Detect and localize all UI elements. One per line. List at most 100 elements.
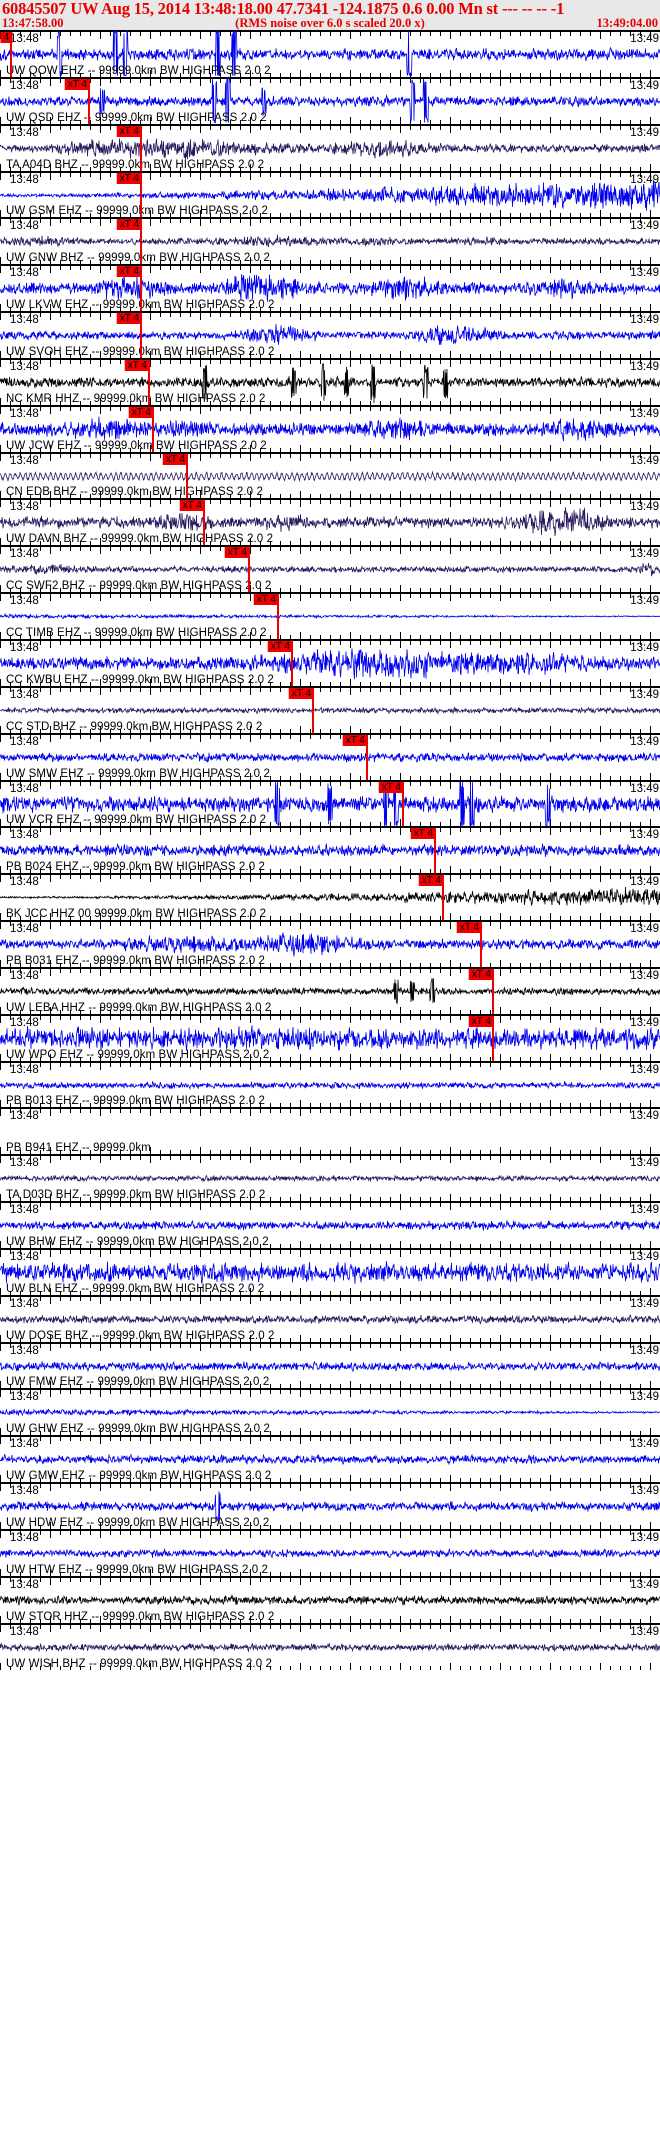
trace-row[interactable]: 13:48 13:49 UW WISH BHZ -- 99999.0km BW HI… <box>0 1622 660 1670</box>
phase-marker-label[interactable]: xT 4 <box>253 594 279 606</box>
trace-row[interactable]: 13:48 13:49 CC SWF2 BHZ -- 99999.0km BW HI… <box>0 545 660 593</box>
trace-row[interactable]: 13:48 13:49 UW LEBA HHZ -- 99999.0km BW HI… <box>0 966 660 1014</box>
tick-minor <box>510 1437 511 1442</box>
tick-major <box>350 1381 351 1389</box>
trace-row[interactable]: 13:48 13:49 UW QSD EHZ -- 99999.0km BW HIG… <box>0 76 660 124</box>
tick-minor <box>110 1343 111 1348</box>
trace-row[interactable]: 13:48 13:49 UW BHW EHZ -- 99999.0km BW HIG… <box>0 1201 660 1248</box>
phase-marker-line[interactable] <box>291 640 293 686</box>
trace-row[interactable]: 13:48 13:49 UW JCW EHZ -- 99999.0km BW HIG… <box>0 404 660 452</box>
phase-marker-label[interactable]: xT 4 <box>116 125 142 137</box>
phase-marker-line[interactable] <box>148 359 150 405</box>
phase-marker-label[interactable]: xT 4 <box>116 219 142 231</box>
phase-marker-label[interactable]: xT 4 <box>224 547 250 559</box>
phase-marker-line[interactable] <box>402 781 404 827</box>
tick-major <box>300 1381 301 1389</box>
phase-marker-label[interactable]: xT 4 <box>378 781 404 793</box>
phase-marker-line[interactable] <box>152 406 154 452</box>
trace-row[interactable]: 13:48 13:49 PB B031 EHZ -- 99999.0km BW HI… <box>0 920 660 967</box>
trace-row[interactable]: 13:48 13:49 CC KWBU EHZ -- 99999.0km BW HI… <box>0 638 660 686</box>
tick-major <box>300 913 301 921</box>
tick-minor <box>210 1577 211 1582</box>
phase-marker-line[interactable] <box>492 968 494 1014</box>
trace-row[interactable]: 13:48 13:49 TA A04D BHZ -- 99999.0km BW HI… <box>0 123 660 171</box>
phase-marker-line[interactable] <box>140 313 142 358</box>
trace-row[interactable]: 13:48 13:49 CC TIMB EHZ -- 99999.0km BW HI… <box>0 592 660 639</box>
phase-marker-line[interactable] <box>186 453 188 499</box>
phase-marker-label[interactable]: xT 4 <box>116 266 142 278</box>
tick-minor <box>520 1531 521 1535</box>
trace-row[interactable]: 13:48 13:49 UW WPO EHZ -- 99999.0km BW HIG… <box>0 1013 660 1061</box>
phase-marker-label[interactable]: xT 4 <box>124 359 150 371</box>
phase-marker-line[interactable] <box>10 32 12 77</box>
trace-row[interactable]: 13:48 13:49 CN EDB BHZ -- 99999.0km BW HIG… <box>0 451 660 499</box>
phase-marker-label[interactable]: xT 4 <box>267 640 293 652</box>
trace-row[interactable]: 13:48 13:49 UW SMW EHZ -- 99999.0km BW HIG… <box>0 732 660 780</box>
phase-marker-label[interactable]: xT 4 <box>342 734 368 746</box>
tick-minor <box>580 1015 581 1020</box>
phase-marker-label[interactable]: xT 4 <box>456 922 482 934</box>
trace-row[interactable]: 13:48 13:49 UW DAVN BHZ -- 99999.0km BW HI… <box>0 498 660 546</box>
phase-marker-line[interactable] <box>312 687 314 733</box>
phase-marker-label[interactable]: 4 <box>0 32 12 43</box>
trace-row[interactable]: 13:48 13:49 UW GNW BHZ -- 99999.0km BW HIG… <box>0 217 660 265</box>
phase-marker-line[interactable] <box>277 594 279 639</box>
trace-row[interactable]: 13:48 13:49 UW GSM EHZ -- 99999.0km BW HIG… <box>0 170 660 218</box>
trace-row[interactable]: 13:48 13:49 UW DOSE BHZ -- 99999.0km BW HI… <box>0 1294 660 1342</box>
tick-minor <box>340 687 341 692</box>
trace-row[interactable]: 13:48 13:49 BK JCC HHZ 00 99999.0km BW HIG… <box>0 873 660 921</box>
phase-marker-line[interactable] <box>203 500 205 546</box>
phase-marker-line[interactable] <box>248 547 250 593</box>
trace-row[interactable]: 13:48 13:49 NC KMR HHZ -- 99999.0km BW HIG… <box>0 357 660 405</box>
trace-row[interactable]: 13:48 13:49 UW HDW EHZ -- 99999.0km BW HIG… <box>0 1482 660 1529</box>
tick-major <box>300 866 301 874</box>
phase-marker-label[interactable]: xT 4 <box>116 172 142 184</box>
phase-marker-label[interactable]: xT 4 <box>468 1015 494 1027</box>
time-axis-ticks <box>0 1577 660 1585</box>
trace-row[interactable]: 13:48 13:49 UW BLN EHZ -- 99999.0km BW HIG… <box>0 1247 660 1295</box>
phase-marker-line[interactable] <box>140 266 142 312</box>
phase-marker-label[interactable]: xT 4 <box>179 500 205 512</box>
trace-row[interactable]: 13:48 13:49 PB B941 EHZ -- 99999.0km <box>0 1107 660 1155</box>
phase-marker-line[interactable] <box>480 922 482 967</box>
tick-minor <box>240 453 241 458</box>
phase-marker-line[interactable] <box>140 172 142 218</box>
phase-marker-line[interactable] <box>140 219 142 265</box>
trace-row[interactable]: 13:48 13:49 UW VCR EHZ -- 99999.0km BW HIG… <box>0 779 660 827</box>
trace-row[interactable]: 13:48 13:49 PB B024 EHZ -- 99999.0km BW HI… <box>0 826 660 874</box>
trace-row[interactable]: 13:48 13:49 UW QOW EHZ -- 99999.0km BW HIG… <box>0 30 660 77</box>
phase-marker-label[interactable]: xT 4 <box>288 687 314 699</box>
phase-marker-label[interactable]: xT 4 <box>410 828 436 840</box>
phase-marker-line[interactable] <box>366 734 368 780</box>
phase-marker-label[interactable]: xT 4 <box>468 968 494 980</box>
trace-row[interactable]: 13:48 13:49 UW GHW EHZ -- 99999.0km BW HIG… <box>0 1388 660 1436</box>
phase-marker-label[interactable]: xT 4 <box>116 313 142 325</box>
tick-major <box>450 500 451 508</box>
tick-major <box>250 266 251 274</box>
trace-row[interactable]: 13:48 13:49 UW SVOH EHZ -- 99999.0km BW HI… <box>0 311 660 358</box>
phase-marker-line[interactable] <box>434 828 436 874</box>
trace-row[interactable]: 13:48 13:49 UW STOR HHZ -- 99999.0km BW HI… <box>0 1575 660 1623</box>
trace-row[interactable]: 13:48 13:49 UW GMW EHZ -- 99999.0km BW HIG… <box>0 1435 660 1483</box>
tick-minor <box>420 32 421 36</box>
trace-row[interactable]: 13:48 13:49 TA D03D BHZ -- 99999.0km BW HI… <box>0 1154 660 1202</box>
phase-marker-label[interactable]: xT 4 <box>162 453 188 465</box>
tick-major <box>600 828 601 836</box>
trace-row[interactable]: 13:48 13:49 UW HTW EHZ -- 99999.0km BW HIG… <box>0 1529 660 1576</box>
phase-marker-line[interactable] <box>88 78 90 124</box>
tick-minor <box>390 687 391 692</box>
trace-row[interactable]: 13:48 13:49 UW LKVW EHZ -- 99999.0km BW HI… <box>0 264 660 312</box>
tick-major <box>500 172 501 180</box>
phase-marker-line[interactable] <box>140 125 142 171</box>
phase-marker-line[interactable] <box>492 1015 494 1061</box>
phase-marker-label[interactable]: xT 4 <box>128 406 154 418</box>
trace-row[interactable]: 13:48 13:49 CC STD BHZ -- 99999.0km BW HIG… <box>0 685 660 733</box>
trace-row[interactable]: 13:48 13:49 PB B013 EHZ -- 99999.0km BW HI… <box>0 1060 660 1108</box>
phase-marker-label[interactable]: xT 4 <box>64 78 90 90</box>
phase-marker-line[interactable] <box>442 875 444 921</box>
tick-minor <box>120 640 121 645</box>
phase-marker-label[interactable]: xT 4 <box>418 875 444 887</box>
tick-major <box>500 678 501 686</box>
tick-minor <box>320 828 321 833</box>
trace-row[interactable]: 13:48 13:49 UW FMW EHZ -- 99999.0km BW HIG… <box>0 1341 660 1389</box>
